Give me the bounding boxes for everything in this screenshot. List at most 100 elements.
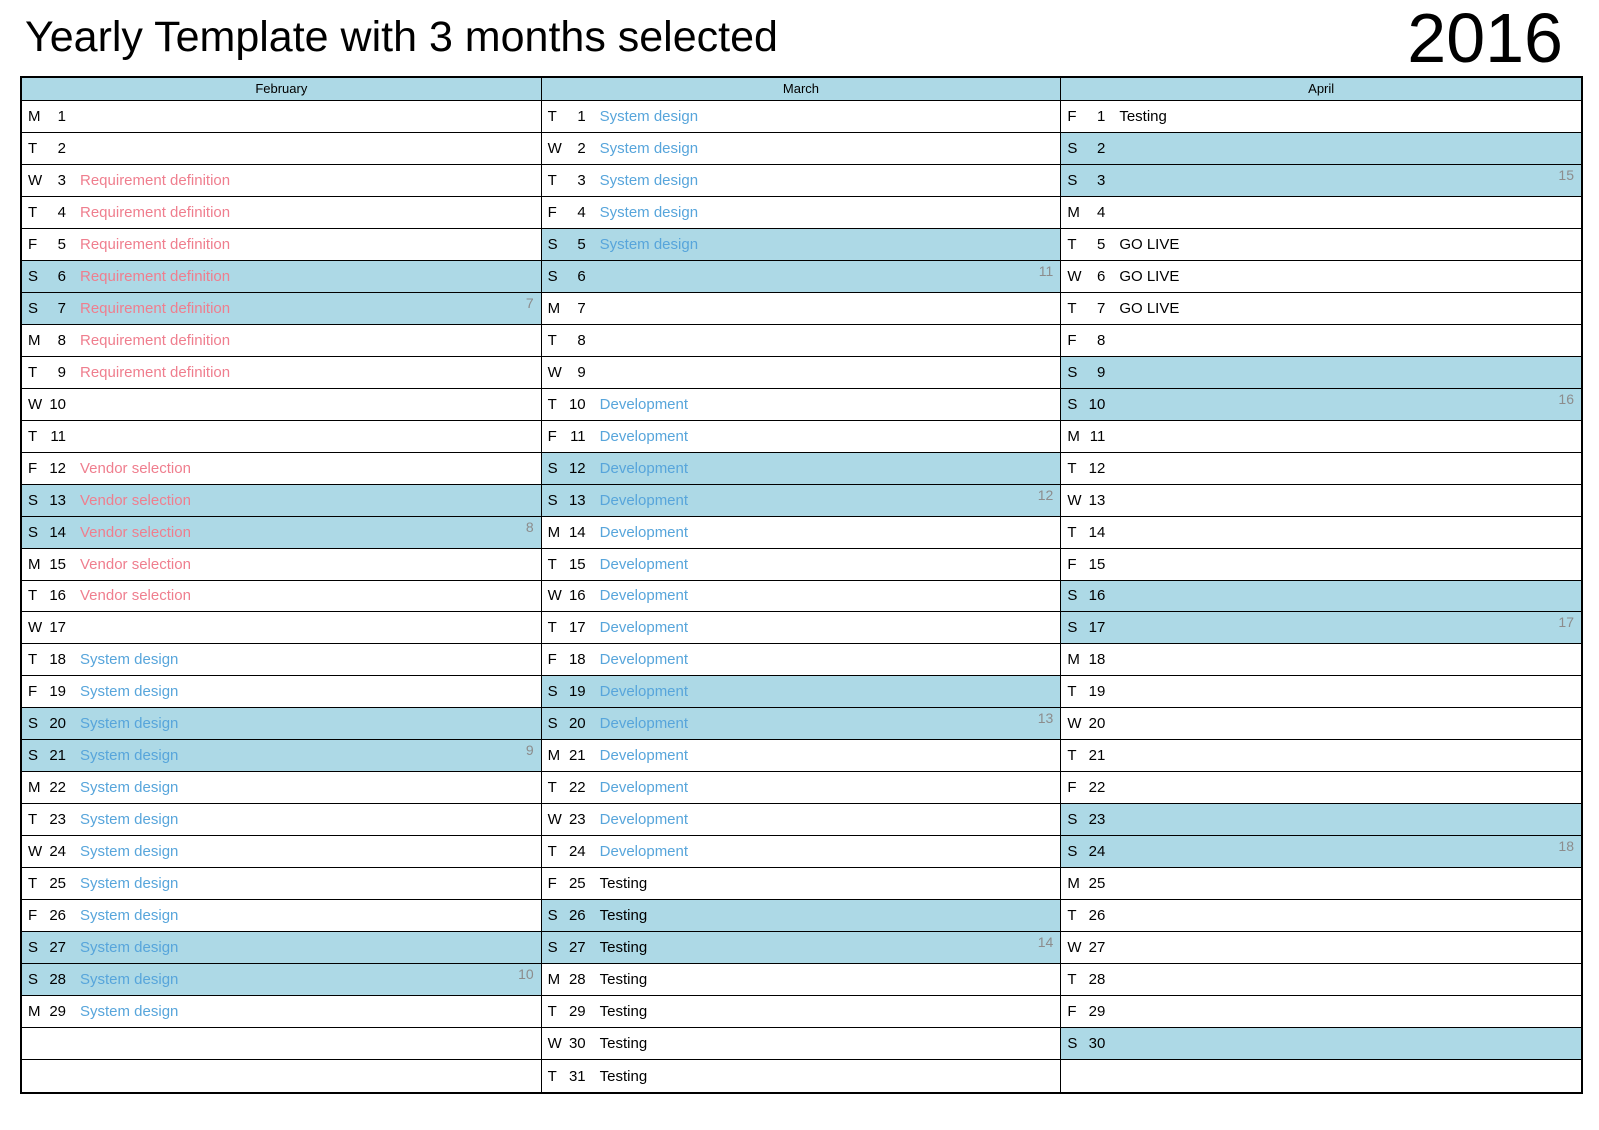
day-row[interactable]: M 18: [1061, 644, 1581, 677]
day-row[interactable]: T 9 Requirement definition: [22, 357, 541, 389]
day-row[interactable]: T 11: [22, 421, 541, 453]
day-row[interactable]: S 3 15: [1061, 164, 1581, 197]
day-row[interactable]: S 6 Requirement definition: [22, 260, 541, 293]
day-row[interactable]: M 21 Development: [541, 740, 1061, 773]
day-row[interactable]: [22, 1028, 541, 1061]
day-row[interactable]: T 3 System design: [541, 165, 1061, 197]
day-letter: S: [28, 971, 39, 989]
day-row[interactable]: T 24 Development: [541, 836, 1061, 869]
day-row[interactable]: T 16 Vendor selection: [22, 581, 541, 613]
day-row[interactable]: S 26 Testing: [541, 900, 1061, 933]
day-row[interactable]: T 26: [1061, 900, 1581, 933]
day-row[interactable]: S 27 System design: [22, 932, 541, 965]
day-row[interactable]: S 13 Vendor selection: [22, 484, 541, 517]
day-row[interactable]: T 17 Development: [541, 612, 1061, 645]
month-header-april[interactable]: April: [1061, 78, 1581, 101]
day-row[interactable]: T 18 System design: [22, 644, 541, 677]
day-row[interactable]: S 23: [1061, 804, 1581, 837]
day-row[interactable]: M 7: [541, 293, 1061, 325]
month-header-march[interactable]: March: [541, 78, 1061, 101]
day-row[interactable]: W 20: [1061, 708, 1581, 741]
day-row[interactable]: F 18 Development: [541, 644, 1061, 677]
day-row[interactable]: T 10 Development: [541, 389, 1061, 421]
day-row[interactable]: T 31 Testing: [542, 1060, 1061, 1092]
day-row[interactable]: S 28 System design 10: [22, 964, 541, 997]
day-row[interactable]: S 9: [1061, 356, 1581, 389]
day-row[interactable]: W 9: [541, 357, 1061, 389]
day-row[interactable]: W 24 System design: [22, 836, 541, 869]
day-row[interactable]: F 1 Testing: [1061, 101, 1581, 133]
day-row[interactable]: S 5 System design: [541, 228, 1061, 261]
day-row[interactable]: W 23 Development: [541, 804, 1061, 837]
day-row[interactable]: S 7 Requirement definition 7: [22, 292, 541, 325]
day-row[interactable]: S 6 11: [541, 260, 1061, 293]
day-row[interactable]: T 5 GO LIVE: [1061, 229, 1581, 261]
day-row[interactable]: S 12 Development: [541, 452, 1061, 485]
month-header-february[interactable]: February: [22, 78, 541, 101]
day-row[interactable]: S 14 Vendor selection 8: [22, 516, 541, 549]
day-row[interactable]: T 23 System design: [22, 804, 541, 837]
day-row[interactable]: F 22: [1061, 772, 1581, 805]
day-row[interactable]: S 2: [1061, 132, 1581, 165]
day-row[interactable]: T 2: [22, 133, 541, 165]
day-row[interactable]: T 4 Requirement definition: [22, 197, 541, 229]
day-row[interactable]: S 24 18: [1061, 836, 1581, 869]
day-row[interactable]: S 16: [1061, 580, 1581, 613]
day-row[interactable]: W 6 GO LIVE: [1061, 261, 1581, 293]
day-row[interactable]: S 21 System design 9: [22, 740, 541, 773]
day-letter: T: [1067, 747, 1077, 765]
day-row[interactable]: [22, 1060, 541, 1092]
day-row[interactable]: T 15 Development: [541, 549, 1061, 581]
day-row[interactable]: T 8: [541, 325, 1061, 357]
day-row[interactable]: S 19 Development: [541, 676, 1061, 709]
day-row[interactable]: T 21: [1061, 740, 1581, 773]
day-row[interactable]: W 16 Development: [541, 581, 1061, 613]
day-row[interactable]: T 25 System design: [22, 868, 541, 901]
day-row[interactable]: M 22 System design: [22, 772, 541, 805]
day-row[interactable]: S 20 Development 13: [541, 708, 1061, 741]
day-row[interactable]: W 30 Testing: [541, 1028, 1061, 1061]
day-row[interactable]: F 29: [1061, 996, 1581, 1029]
day-row[interactable]: T 7 GO LIVE: [1061, 293, 1581, 325]
day-row[interactable]: T 1 System design: [541, 101, 1061, 133]
day-row[interactable]: S 10 16: [1061, 388, 1581, 421]
day-row[interactable]: S 17 17: [1061, 612, 1581, 645]
day-row[interactable]: M 29 System design: [22, 996, 541, 1029]
day-row[interactable]: S 27 Testing 14: [541, 932, 1061, 965]
day-row[interactable]: F 26 System design: [22, 900, 541, 933]
day-row[interactable]: M 28 Testing: [541, 964, 1061, 997]
day-row[interactable]: S 30: [1061, 1028, 1581, 1061]
day-row[interactable]: F 11 Development: [541, 421, 1061, 453]
day-row[interactable]: S 13 Development 12: [541, 484, 1061, 517]
day-row[interactable]: F 8: [1061, 325, 1581, 357]
day-row[interactable]: M 25: [1061, 868, 1581, 901]
day-row[interactable]: T 14: [1061, 517, 1581, 549]
day-row[interactable]: S 20 System design: [22, 708, 541, 741]
day-row[interactable]: [1061, 1060, 1581, 1092]
day-row[interactable]: M 14 Development: [541, 517, 1061, 549]
day-row[interactable]: M 8 Requirement definition: [22, 325, 541, 357]
day-row[interactable]: F 12 Vendor selection: [22, 453, 541, 485]
day-row[interactable]: W 10: [22, 389, 541, 421]
day-row[interactable]: F 4 System design: [541, 197, 1061, 229]
day-row[interactable]: W 27: [1061, 932, 1581, 965]
day-row[interactable]: T 12: [1061, 453, 1581, 485]
day-row[interactable]: F 5 Requirement definition: [22, 229, 541, 261]
day-row[interactable]: T 29 Testing: [541, 996, 1061, 1029]
day-row[interactable]: W 3 Requirement definition: [22, 165, 541, 197]
day-row[interactable]: M 4: [1061, 197, 1581, 229]
day-row[interactable]: F 25 Testing: [541, 868, 1061, 901]
day-row[interactable]: F 19 System design: [22, 676, 541, 709]
day-row[interactable]: M 15 Vendor selection: [22, 549, 541, 581]
day-letter: S: [28, 715, 39, 733]
day-row[interactable]: M 11: [1061, 421, 1581, 453]
week-number-label: 7: [525, 294, 534, 311]
day-row[interactable]: W 17: [22, 612, 541, 645]
day-row[interactable]: T 28: [1061, 964, 1581, 997]
day-row[interactable]: T 22 Development: [541, 772, 1061, 805]
day-row[interactable]: F 15: [1061, 549, 1581, 581]
day-row[interactable]: W 2 System design: [541, 133, 1061, 165]
day-row[interactable]: M 1: [22, 101, 541, 133]
day-row[interactable]: T 19: [1061, 676, 1581, 709]
day-row[interactable]: W 13: [1061, 485, 1581, 517]
